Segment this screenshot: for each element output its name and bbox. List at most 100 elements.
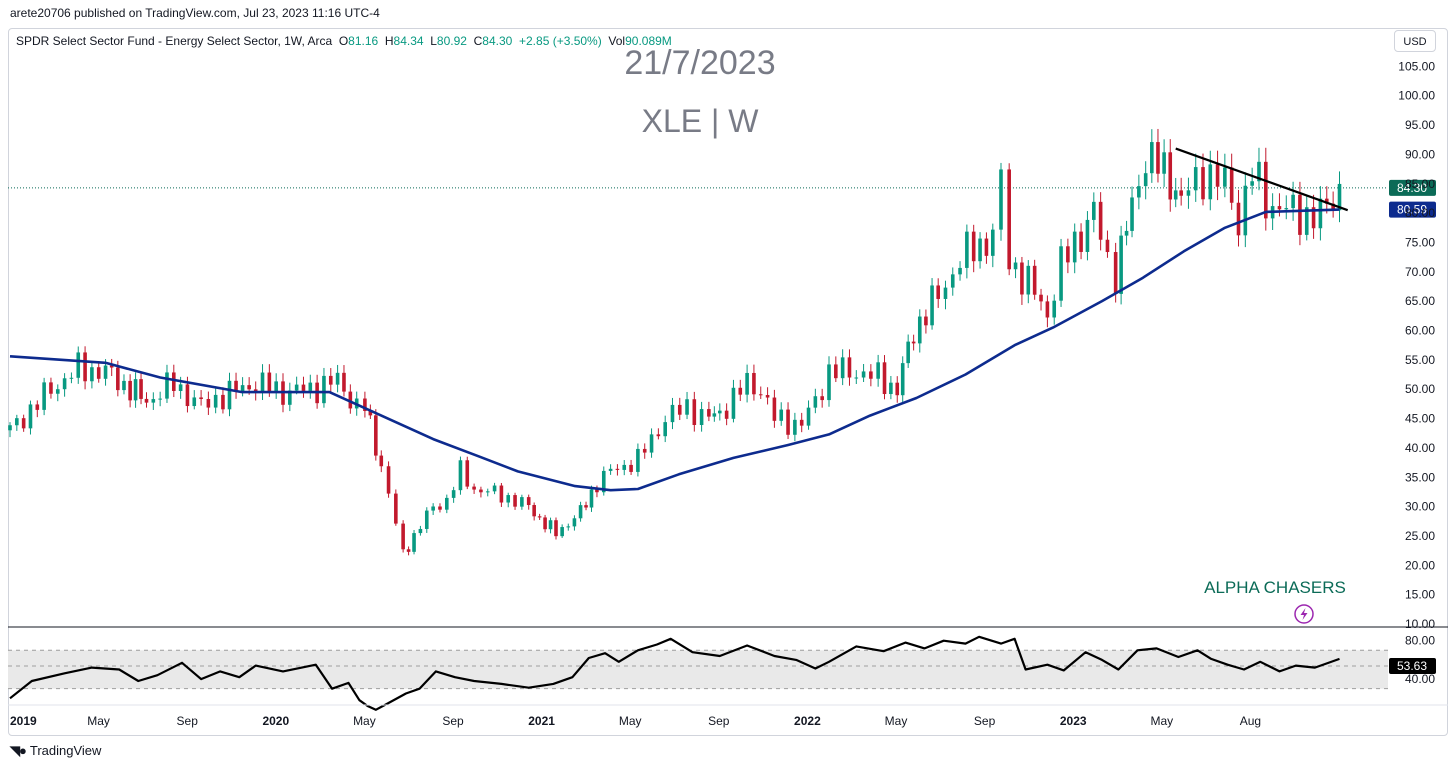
axes: 10.00 15.00 20.00 25.00 30.00 35.00 40.00 45.00… xyxy=(8,59,1448,728)
candle xyxy=(260,364,265,401)
candle xyxy=(479,486,483,498)
candle-body xyxy=(1079,231,1083,252)
candle xyxy=(1020,256,1024,305)
candle-body xyxy=(267,372,272,393)
candle xyxy=(601,466,606,496)
candle xyxy=(965,224,969,279)
price-tick-label: 35.00 xyxy=(1405,470,1435,484)
candle-body xyxy=(199,397,203,399)
candle xyxy=(445,494,449,514)
candle xyxy=(560,524,564,538)
time-tick-label: 2020 xyxy=(262,714,289,728)
candle-body xyxy=(799,419,804,426)
candle-body xyxy=(889,382,893,395)
price-pane: 84.30 80.59 xyxy=(8,128,1436,556)
candle-body xyxy=(882,362,887,395)
candle-body xyxy=(158,398,162,400)
candle-body xyxy=(406,549,411,552)
candle-body xyxy=(906,341,910,364)
time-tick-label: May xyxy=(87,714,110,728)
candle-body xyxy=(1215,164,1220,187)
candle xyxy=(1298,181,1302,246)
candle xyxy=(532,502,536,521)
candle xyxy=(712,406,717,422)
candle xyxy=(1085,211,1090,261)
candle xyxy=(379,450,384,473)
candle-body xyxy=(368,410,373,416)
candle-body xyxy=(1243,185,1248,236)
candle-body xyxy=(752,372,756,395)
candle xyxy=(1337,171,1342,223)
candle-body xyxy=(984,238,989,256)
candle xyxy=(335,364,340,393)
candle-body xyxy=(1186,190,1191,196)
candle xyxy=(1039,288,1043,311)
tradingview-logo[interactable]: ◥● TradingView xyxy=(10,743,101,759)
candle xyxy=(1236,189,1241,247)
candle-body xyxy=(772,397,777,421)
candle-body xyxy=(965,231,969,268)
candle-body xyxy=(15,418,19,426)
candle-body xyxy=(827,364,831,401)
candle-body xyxy=(1162,152,1166,174)
candle-body xyxy=(348,391,353,409)
candle-body xyxy=(49,382,53,394)
symbol-name[interactable]: SPDR Select Sector Fund - Energy Select … xyxy=(16,34,333,48)
candle xyxy=(656,428,661,440)
candle-body xyxy=(418,528,423,534)
candle xyxy=(854,370,859,384)
time-tick-label: Sep xyxy=(442,714,464,728)
high-value: 84.34 xyxy=(393,34,424,48)
candle xyxy=(1026,260,1031,304)
candle-body xyxy=(424,510,429,529)
candle-body xyxy=(506,495,511,503)
candle-body xyxy=(745,372,749,395)
candle xyxy=(240,377,245,397)
candle xyxy=(950,267,955,296)
candle-body xyxy=(260,372,265,393)
candle-body xyxy=(1331,203,1335,211)
candle-body xyxy=(670,404,675,423)
candle xyxy=(144,392,149,408)
candle-body xyxy=(943,287,948,299)
chart-frame xyxy=(8,28,1448,736)
candle xyxy=(1119,225,1123,305)
price-tick-label: 45.00 xyxy=(1405,412,1435,426)
candle-body xyxy=(401,523,405,550)
candle-body xyxy=(622,464,627,470)
price-tick-label: 90.00 xyxy=(1405,147,1435,161)
candle xyxy=(438,503,442,513)
candle xyxy=(806,400,811,430)
candle xyxy=(677,397,682,421)
candle xyxy=(786,402,790,440)
candle-body xyxy=(861,371,866,378)
candle-body xyxy=(572,518,577,527)
candle-body xyxy=(374,415,378,456)
candle xyxy=(930,278,934,330)
candle xyxy=(889,376,893,400)
candle xyxy=(520,494,524,510)
candle-body xyxy=(999,169,1003,230)
candle-body xyxy=(806,407,811,426)
candle xyxy=(15,414,19,431)
price-tick-label: 10.00 xyxy=(1405,617,1435,631)
currency-button[interactable]: USD xyxy=(1394,30,1436,52)
candle xyxy=(485,488,490,497)
candle-body xyxy=(1250,181,1254,186)
candle-body xyxy=(322,375,326,404)
candle-body xyxy=(636,448,640,472)
candle xyxy=(55,384,60,402)
indicator-tick-label: 80.00 xyxy=(1405,634,1435,648)
candle-body xyxy=(42,382,46,410)
candle-body xyxy=(308,382,313,391)
candle-body xyxy=(847,357,852,378)
candle xyxy=(882,355,887,400)
candle xyxy=(670,397,675,430)
candle-body xyxy=(1298,194,1302,235)
candle-body xyxy=(854,377,859,379)
publish-info: arete20706 published on TradingView.com,… xyxy=(10,6,380,20)
candle-body xyxy=(1324,198,1329,204)
chart-legend: SPDR Select Sector Fund - Energy Select … xyxy=(16,34,672,48)
candle-body xyxy=(165,372,169,399)
